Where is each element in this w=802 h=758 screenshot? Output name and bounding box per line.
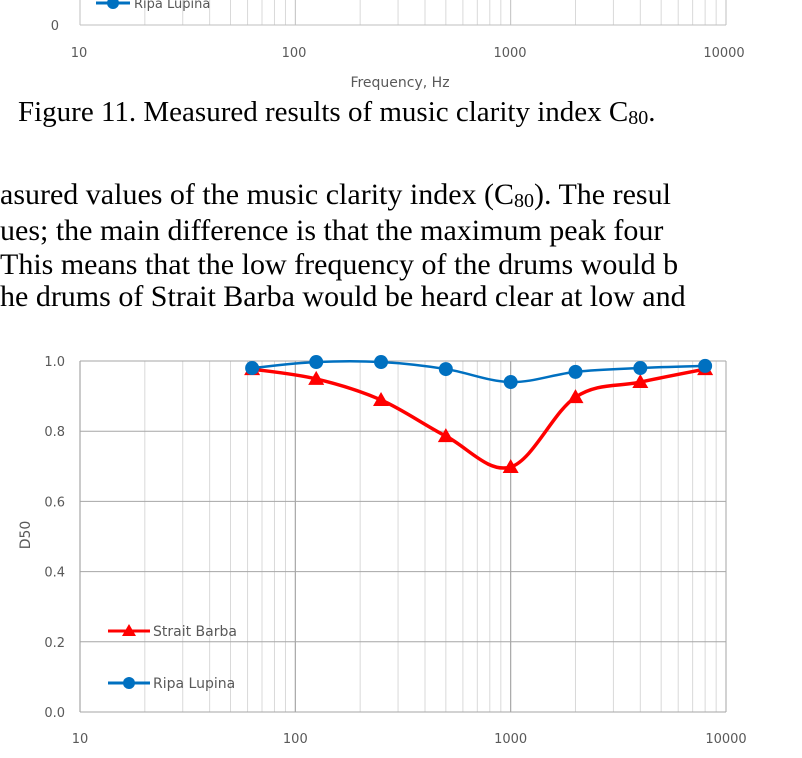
- legend-label-ripa-lupina: Ripa Lupina: [153, 676, 235, 692]
- data-point-strait-barba: [373, 391, 390, 406]
- x-tick-label: 10000: [703, 46, 744, 61]
- legend-marker-strait-barba: [122, 624, 136, 636]
- caption-text: Figure 11. Measured results of music cla…: [18, 96, 629, 128]
- y-tick-label: 0.8: [44, 425, 65, 440]
- paragraph-line: This means that the low frequency of the…: [0, 248, 679, 281]
- subscript: 80: [514, 190, 535, 212]
- data-point-strait-barba: [502, 459, 519, 474]
- legend-label-partial: Ripa Lupina: [134, 0, 210, 12]
- y-tick-label: 1.0: [44, 355, 65, 370]
- y-tick-label: 0.2: [44, 636, 65, 651]
- paragraph-line: he drums of Strait Barba would be heard …: [0, 280, 686, 313]
- x-tick-label: 100: [282, 46, 307, 61]
- y-tick-label: 0: [51, 19, 59, 34]
- legend-marker-ripa-lupina: [107, 0, 119, 9]
- y-tick-label: 0.0: [44, 706, 65, 721]
- paragraph-line: asured values of the music clarity index…: [0, 178, 671, 213]
- data-point-strait-barba: [567, 389, 584, 404]
- figure-caption: Figure 11. Measured results of music cla…: [18, 96, 655, 130]
- x-tick-label: 1000: [494, 732, 527, 747]
- x-tick-label: 10: [72, 732, 89, 747]
- x-tick-label: 10: [71, 46, 88, 61]
- x-tick-label: 100: [283, 732, 308, 747]
- data-point-ripa-lupina: [568, 364, 583, 379]
- legend-marker-ripa-lupina: [123, 677, 135, 689]
- d50-chart: 0.0 0.2 0.4 0.6 0.8 1.0 10 100 1000 10000 D50 Str…: [18, 355, 747, 747]
- y-tick-label: 0.4: [44, 566, 65, 581]
- x-tick-label: 10000: [705, 732, 746, 747]
- data-point-ripa-lupina: [245, 361, 260, 376]
- series-line-strait-barba: [251, 367, 706, 470]
- y-tick-label: 0.6: [44, 495, 65, 510]
- data-point-strait-barba: [308, 370, 325, 385]
- text: asured values of the music clarity index…: [0, 178, 515, 211]
- data-point-ripa-lupina: [503, 375, 518, 390]
- data-point-ripa-lupina: [374, 355, 389, 370]
- legend-label-strait-barba: Strait Barba: [153, 624, 237, 640]
- data-point-ripa-lupina: [438, 362, 453, 377]
- caption-end: .: [648, 96, 656, 128]
- text: ). The resul: [534, 178, 671, 211]
- caption-subscript: 80: [628, 107, 649, 129]
- x-axis-label: Frequency, Hz: [350, 75, 449, 91]
- data-point-strait-barba: [632, 374, 649, 389]
- data-point-ripa-lupina: [698, 358, 713, 373]
- paragraph-line: ues; the main difference is that the max…: [0, 214, 664, 247]
- x-tick-label: 1000: [493, 46, 526, 61]
- data-point-ripa-lupina: [633, 361, 648, 376]
- c80-chart-fragment: Ripa Lupina 0 10 100 1000 10000 Frequenc…: [51, 0, 745, 91]
- y-axis-label: D50: [18, 521, 34, 550]
- data-point-strait-barba: [437, 428, 454, 443]
- data-point-ripa-lupina: [309, 355, 324, 370]
